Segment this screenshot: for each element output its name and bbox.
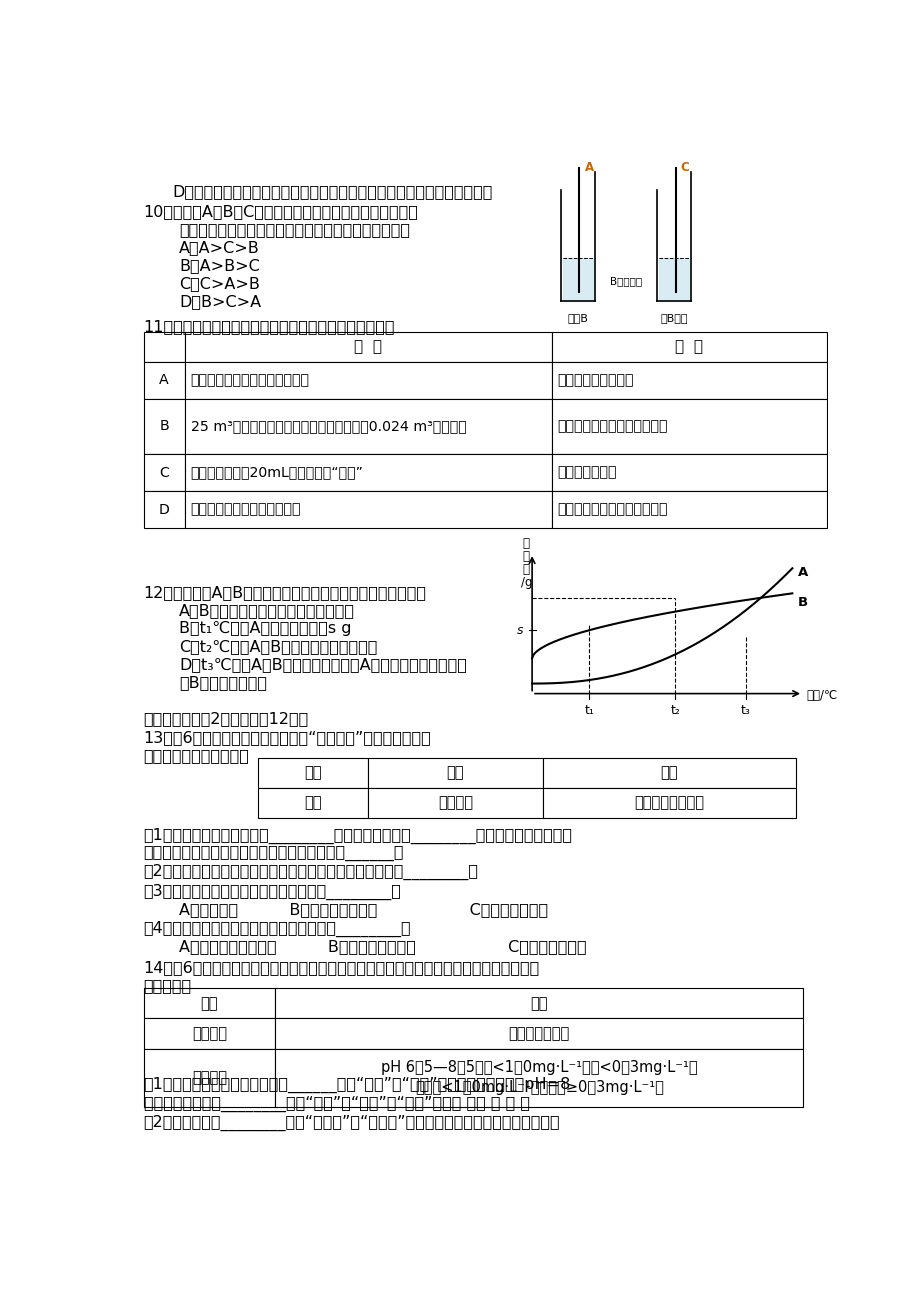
- Text: （2）食堂常使用铁强化酱油，酱油中加铁强化剂是为了阻止________。: （2）食堂常使用铁强化酱油，酱油中加铁强化剂是为了阻止________。: [143, 865, 478, 880]
- Bar: [185, 362, 551, 398]
- Text: A: A: [159, 374, 169, 387]
- Text: C．t₂℃时，A、B两种物质的溶解度相等: C．t₂℃时，A、B两种物质的溶解度相等: [179, 639, 377, 655]
- Text: A．B物质的溶解度受温度影响变化较小: A．B物质的溶解度受温度影响变化较小: [179, 603, 355, 618]
- Text: 现  象: 现 象: [354, 340, 382, 354]
- Text: D: D: [159, 503, 169, 517]
- Text: （4）同学给学校食堂的下列建议不合理的是________。: （4）同学给学校食堂的下列建议不合理的是________。: [143, 922, 411, 937]
- Bar: [551, 491, 825, 529]
- Text: s: s: [516, 624, 523, 637]
- Text: 解: 解: [522, 551, 529, 564]
- Text: t₁: t₁: [584, 703, 594, 716]
- Text: 汞原子受热体积变大: 汞原子受热体积变大: [557, 374, 633, 387]
- Bar: [257, 788, 368, 818]
- Text: 分子在不断运动: 分子在不断运动: [557, 466, 617, 479]
- Text: 气体分子间间隔大，易于压缩: 气体分子间间隔大，易于压缩: [557, 419, 667, 434]
- Text: A: A: [797, 565, 808, 578]
- Text: D．B>C>A: D．B>C>A: [179, 294, 261, 310]
- Text: 度: 度: [522, 564, 529, 577]
- Text: B．t₁℃时，A物质的溶解度为s g: B．t₁℃时，A物质的溶解度为s g: [179, 621, 351, 637]
- Text: （1）食谱中富含蛋白质的是________，富含维生素的是________（填上表中的一种主食: （1）食谱中富含蛋白质的是________，富含维生素的是________（填上…: [143, 828, 572, 844]
- Bar: [542, 788, 795, 818]
- Text: A．A>C>B: A．A>C>B: [179, 241, 260, 255]
- Text: 25 m³的石油气在加压情况下可装入容积为0.024 m³的锂瓶中: 25 m³的石油气在加压情况下可装入容积为0.024 m³的锂瓶中: [190, 419, 466, 434]
- Text: 温度/℃: 温度/℃: [806, 689, 837, 702]
- Text: 温度升高，分子运动速率加快: 温度升高，分子运动速率加快: [557, 503, 667, 517]
- Text: （1）感官指标表现的是自来水的______（填“物理”或“化学”）；若化学指标中的pH=8: （1）感官指标表现的是自来水的______（填“物理”或“化学”）；若化学指标中…: [143, 1077, 571, 1092]
- Text: B: B: [797, 595, 807, 608]
- Text: B: B: [159, 419, 169, 434]
- Text: 或菜名），米饭中主要含有人体必需的营养素是______。: 或菜名），米饭中主要含有人体必需的营养素是______。: [143, 846, 403, 861]
- Bar: [275, 988, 802, 1018]
- Bar: [542, 758, 795, 788]
- Text: A: A: [584, 161, 593, 174]
- Text: 药菜: 药菜: [447, 766, 464, 780]
- Bar: [275, 1048, 802, 1107]
- Text: 晴天晴晒衣服比阴天更易干燥: 晴天晴晒衣服比阴天更易干燥: [190, 503, 301, 517]
- Text: 炒胡萝卜、炒黄瓜: 炒胡萝卜、炒黄瓜: [634, 796, 704, 810]
- Text: A．可以食用          B．煮熟后可以食用                  C．绝对不能食用: A．可以食用 B．煮熟后可以食用 C．绝对不能食用: [179, 902, 548, 917]
- Text: 11．下列生活中常见现象用微观粒子特性解释不正确的是: 11．下列生活中常见现象用微观粒子特性解释不正确的是: [143, 319, 394, 333]
- Text: 13．（6分）当前我市部分中学推行“阳光食堂”工程。下表为某: 13．（6分）当前我市部分中学推行“阳光食堂”工程。下表为某: [143, 729, 431, 745]
- Text: 10．为比较A、B、C三种金属的活动性，某同学设计了下图: 10．为比较A、B、C三种金属的活动性，某同学设计了下图: [143, 204, 418, 219]
- Text: （2）自来水属于________（填“纯净物”或“混合物”）；自来水中的游离氯有少量可转变: （2）自来水属于________（填“纯净物”或“混合物”）；自来水中的游离氯有…: [143, 1115, 560, 1131]
- Text: 一小匙蔗糖放入20mL水中很快就“消失”: 一小匙蔗糖放入20mL水中很快就“消失”: [190, 466, 363, 479]
- Bar: [185, 491, 551, 529]
- Text: 析出B: 析出B: [567, 312, 587, 323]
- Text: t₂: t₂: [670, 703, 679, 716]
- Text: pH 6．5—8．5，铜<1．0mg·L⁻¹，铁<0．3mg·L⁻¹，
氯化物<1．0mg·L⁻¹，游离氧≥0．3mg·L⁻¹等: pH 6．5—8．5，铜<1．0mg·L⁻¹，铁<0．3mg·L⁻¹， 氯化物<…: [380, 1060, 697, 1095]
- Text: 主食: 主食: [304, 766, 322, 780]
- Bar: [275, 1018, 802, 1048]
- Text: 无B析出: 无B析出: [660, 312, 687, 323]
- Text: 标准: 标准: [530, 996, 548, 1010]
- Bar: [143, 454, 185, 491]
- Bar: [185, 332, 551, 362]
- Bar: [551, 332, 825, 362]
- Bar: [143, 1018, 275, 1048]
- Bar: [143, 398, 185, 454]
- Text: C．C>A>B: C．C>A>B: [179, 276, 260, 292]
- Text: D．铝在空气中表面会生成致密的氧化铝薄膜，使铝具有很好的抗腐蚀性能: D．铝在空气中表面会生成致密的氧化铝薄膜，使铝具有很好的抗腐蚀性能: [172, 185, 492, 199]
- Bar: [143, 1048, 275, 1107]
- Bar: [185, 398, 551, 454]
- Text: 素菜: 素菜: [660, 766, 677, 780]
- Bar: [551, 398, 825, 454]
- Text: 温度计中的水银球受热体积肆胀: 温度计中的水银球受热体积肆胀: [190, 374, 309, 387]
- Text: D．t₃℃时，A、B两种物质的溶液，A的溶质质量分数一定大: D．t₃℃时，A、B两种物质的溶液，A的溶质质量分数一定大: [179, 658, 467, 673]
- Bar: [368, 758, 542, 788]
- Text: B．A>B>C: B．A>B>C: [179, 259, 260, 273]
- Text: C: C: [680, 161, 688, 174]
- Text: 感官指标: 感官指标: [192, 1026, 227, 1042]
- Text: 所示实验，由此判断三种金属活动性由强到弱的顺序是: 所示实验，由此判断三种金属活动性由强到弱的顺序是: [179, 223, 410, 237]
- Text: 的部分内容: 的部分内容: [143, 978, 191, 993]
- Text: 解  释: 解 释: [675, 340, 702, 354]
- Bar: [551, 454, 825, 491]
- Bar: [143, 332, 185, 362]
- Text: 溶: 溶: [522, 538, 529, 551]
- Text: 无异味、异臭等: 无异味、异臭等: [508, 1026, 569, 1042]
- Text: /g: /g: [520, 577, 531, 590]
- Text: C: C: [159, 466, 169, 479]
- Text: 项目: 项目: [200, 996, 218, 1010]
- Bar: [257, 758, 368, 788]
- Bar: [185, 454, 551, 491]
- Text: 红烧牛肉: 红烧牛肉: [437, 796, 472, 810]
- Bar: [143, 362, 185, 398]
- Bar: [143, 988, 275, 1018]
- Text: 12．固体物质A、B的溶解度曲线如图所示，下列说法错误的是: 12．固体物质A、B的溶解度曲线如图所示，下列说法错误的是: [143, 586, 426, 600]
- Text: 于B的溶质质量分数: 于B的溶质质量分数: [179, 676, 267, 690]
- Bar: [551, 362, 825, 398]
- Text: 化学指标: 化学指标: [192, 1070, 227, 1085]
- Bar: [143, 491, 185, 529]
- Text: 校食堂某天午餐部分食谱: 校食堂某天午餐部分食谱: [143, 747, 249, 763]
- Text: 米饭: 米饭: [304, 796, 322, 810]
- Text: 14．（6分）自来水是我国目前主要的生活饮用水，下表是我国颌布的生活饮用水水质标准: 14．（6分）自来水是我国目前主要的生活饮用水，下表是我国颌布的生活饮用水水质标…: [143, 961, 539, 975]
- Text: 时，表明自来水呈________（填“酸性”、“碱性”或“中性”）。新 课标 第 一 网: 时，表明自来水呈________（填“酸性”、“碱性”或“中性”）。新 课标 第…: [143, 1095, 529, 1112]
- Text: （3）食堂严禁使用霉变食材，霉变的大米________。: （3）食堂严禁使用霉变食材，霉变的大米________。: [143, 884, 401, 900]
- Text: A．在主食中补充粗粮          B．多提供油炸食物                  C．适当提供水果: A．在主食中补充粗粮 B．多提供油炸食物 C．适当提供水果: [179, 939, 586, 954]
- Text: t₃: t₃: [740, 703, 750, 716]
- Text: B的盐溶液: B的盐溶液: [609, 276, 641, 286]
- Bar: [368, 788, 542, 818]
- Text: 二、（本题包扨2个小题，入12分）: 二、（本题包扨2个小题，入12分）: [143, 711, 309, 725]
